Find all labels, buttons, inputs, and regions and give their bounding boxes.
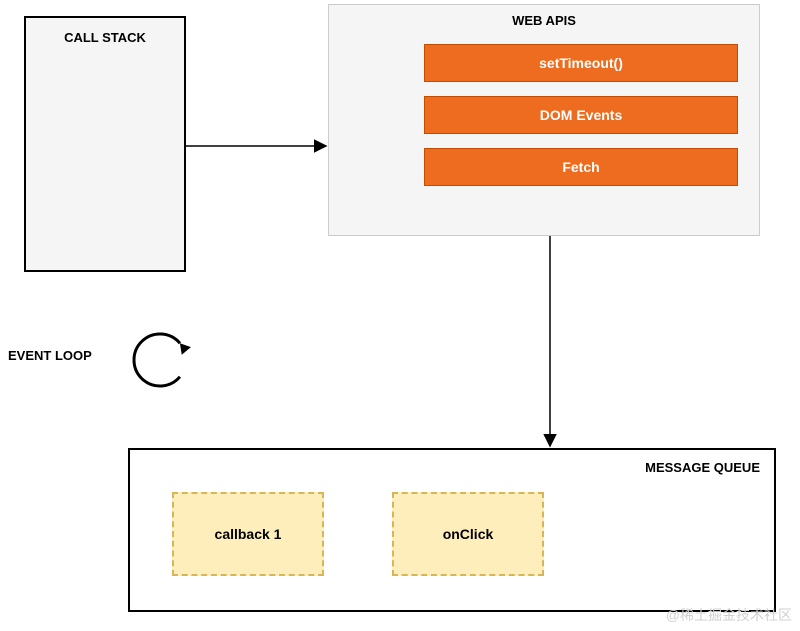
event-loop-icon (134, 334, 180, 386)
event-loop-arrowhead-icon (180, 343, 191, 355)
arrow-overlay (0, 0, 800, 631)
watermark: @稀土掘金技术社区 (666, 605, 792, 625)
